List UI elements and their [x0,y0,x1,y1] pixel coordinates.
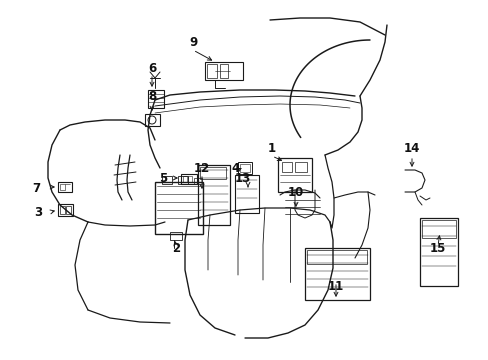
Text: 13: 13 [234,171,251,184]
Text: 12: 12 [193,162,210,175]
Bar [60,206,65,214]
Bar [206,64,217,78]
Text: 15: 15 [429,242,445,255]
Text: 5: 5 [159,171,167,184]
Bar [204,62,243,80]
Bar [240,164,249,172]
Bar [305,248,369,300]
Text: 7: 7 [32,181,40,194]
Bar [183,176,186,182]
Bar [58,204,73,216]
Bar [419,218,457,286]
Bar [66,206,71,214]
Bar [200,167,225,179]
Bar [187,176,192,182]
Text: 6: 6 [147,62,156,75]
Bar [235,175,259,213]
Bar [58,182,72,192]
Text: 2: 2 [172,242,180,255]
Text: 1: 1 [267,141,276,154]
Bar [170,232,182,240]
Text: 9: 9 [188,36,197,49]
Bar [60,184,65,190]
Text: 11: 11 [327,279,344,292]
Text: 14: 14 [403,141,419,154]
Text: 8: 8 [147,90,156,103]
Bar [294,162,306,172]
Bar [282,162,291,172]
Bar [145,114,160,126]
Bar [220,64,227,78]
Bar [238,162,251,174]
Bar [198,165,229,225]
Text: 4: 4 [231,162,240,175]
Bar [178,176,187,184]
Bar [155,182,203,234]
Text: 3: 3 [34,206,42,219]
Bar [421,220,455,238]
Bar [181,174,197,184]
Bar [278,158,311,192]
Text: 10: 10 [287,185,304,198]
Bar [306,250,366,264]
Bar [148,90,163,108]
Bar [162,176,172,184]
Bar [194,178,202,184]
